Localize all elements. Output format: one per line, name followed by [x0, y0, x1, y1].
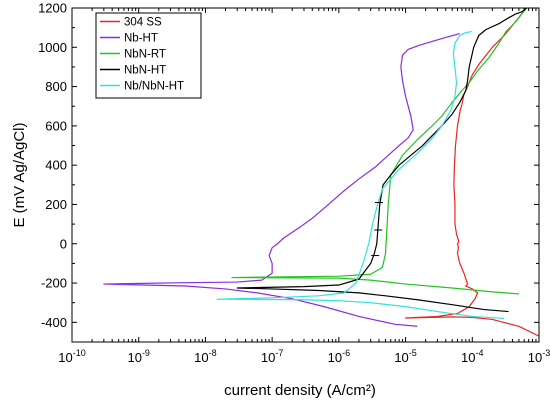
x-tick-label: 10-3	[528, 348, 550, 365]
series-line-3	[231, 8, 527, 295]
plot-frame	[71, 7, 540, 343]
y-tick-label: 200	[45, 197, 67, 212]
x-tick-label: 10-8	[194, 348, 216, 365]
x-axis: 10-10 10-9 10-8 10-7 10-6 10-5 10-4 10-3	[58, 8, 550, 365]
x-tick-label: 10-6	[328, 348, 350, 365]
legend: 304 SS Nb-HT NbN-RT NbN-HT Nb/NbN-HT	[95, 12, 202, 99]
series-line-5	[216, 30, 505, 320]
x-tick-label: 10-10	[58, 348, 85, 365]
y-tick-label: -400	[41, 315, 67, 330]
x-tick-label: 10-7	[261, 348, 283, 365]
x-axis-title: current density (A/cm²)	[224, 382, 376, 399]
error-bars	[371, 202, 384, 257]
y-tick-label: 400	[45, 158, 67, 173]
y-tick-label: 0	[60, 236, 67, 251]
y-axis-title: E (mV Ag/AgCl)	[11, 122, 28, 227]
x-tick-label: 10-4	[461, 348, 483, 365]
series-line-4	[236, 8, 527, 313]
x-tick-label: 10-9	[127, 348, 149, 365]
y-tick-label: 1200	[38, 1, 67, 16]
legend-label-5: Nb/NbN-HT	[124, 81, 184, 93]
legend-label-1: 304 SS	[124, 17, 162, 29]
legend-box	[95, 12, 202, 99]
series-line-2	[103, 32, 460, 327]
x-tick-label: 10-5	[394, 348, 416, 365]
plot-lines	[103, 8, 539, 337]
y-tick-label: 800	[45, 79, 67, 94]
y-tick-label: 600	[45, 118, 67, 133]
y-tick-label: -200	[41, 276, 67, 291]
y-axis: -400 -200 0 200 400 600 800 1000 1200	[38, 1, 539, 343]
series-line-1	[404, 8, 539, 337]
legend-label-2: Nb-HT	[124, 33, 158, 45]
y-tick-label: 1000	[38, 40, 67, 55]
legend-label-4: NbN-HT	[124, 65, 166, 77]
legend-label-3: NbN-RT	[124, 49, 166, 61]
